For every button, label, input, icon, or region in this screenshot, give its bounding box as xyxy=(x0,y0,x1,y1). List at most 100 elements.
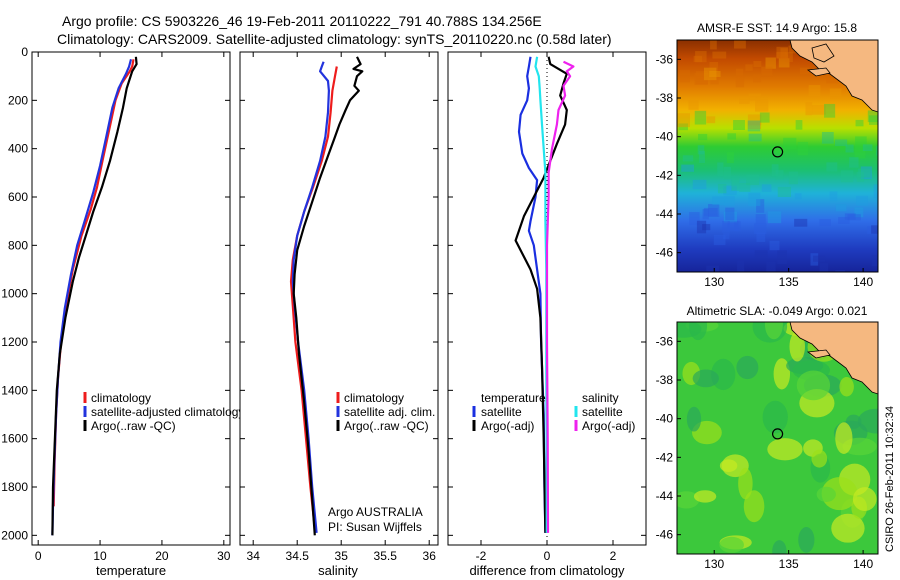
sst-texture-cell xyxy=(794,193,802,200)
sla-texture-blob xyxy=(719,536,744,553)
sst-texture-cell xyxy=(725,207,735,221)
sst-texture-cell xyxy=(829,88,842,99)
sst-texture-cell xyxy=(829,191,838,202)
map-altimetric-sla: Altimetric SLA: -0.049 Argo: 0.021 130 13… xyxy=(656,304,879,571)
sla-texture-blob xyxy=(835,422,853,454)
map-y-tick-label: -44 xyxy=(656,207,674,221)
sst-texture-cell xyxy=(877,43,878,54)
sst-texture-cell xyxy=(688,99,699,110)
sla-texture-blob xyxy=(692,369,719,388)
sst-texture-cell xyxy=(723,166,731,180)
map-y-tick-label: -38 xyxy=(656,91,674,105)
sst-texture-cell xyxy=(697,145,705,155)
sla-texture-blob xyxy=(767,438,803,461)
panel-salinity: 34 34.5 35 35.5 36 salinity climatology sate… xyxy=(239,51,439,578)
map-amsr-sst: AMSR-E SST: 14.9 Argo: 15.8 130 135 140 -36… xyxy=(656,21,879,289)
sst-texture-cell xyxy=(873,184,878,199)
sst-texture-cell xyxy=(769,240,780,251)
sst-texture-cell xyxy=(682,155,694,162)
sst-texture-cell xyxy=(698,133,708,141)
sst-texture-cell xyxy=(858,168,871,178)
sst-texture-cell xyxy=(767,211,782,224)
x-tick-label: 35.5 xyxy=(374,549,398,563)
sst-texture-cell xyxy=(706,265,719,272)
x-tick-label: 20 xyxy=(155,549,169,563)
argo-location-marker xyxy=(771,428,784,440)
sst-texture-cell xyxy=(710,74,719,85)
y-tick-label: 200 xyxy=(8,93,28,107)
sst-texture-cell xyxy=(761,66,773,77)
sst-texture-cell xyxy=(755,214,766,224)
sst-texture-cell xyxy=(876,145,878,156)
map-sst-frame xyxy=(676,39,879,273)
map-y-tick-label: -36 xyxy=(656,334,674,348)
series-line-salinity-1 xyxy=(291,61,330,534)
y-tick-label: 1800 xyxy=(1,480,28,494)
legend-header-salinity: salinity xyxy=(582,391,619,405)
sst-texture-cell xyxy=(795,120,803,130)
sla-texture-blob xyxy=(688,322,708,341)
legend-label-climatology: climatology xyxy=(344,391,404,405)
map-x-tick-label: 130 xyxy=(704,275,724,289)
sst-texture-cell xyxy=(677,113,690,128)
series-line-salinity-2 xyxy=(292,56,364,536)
sst-texture-cell xyxy=(703,207,718,217)
map-sst-title: AMSR-E SST: 14.9 Argo: 15.8 xyxy=(697,21,857,35)
sst-texture-cell xyxy=(805,102,813,116)
sla-texture-blob xyxy=(821,477,858,511)
sst-texture-cell xyxy=(735,76,745,88)
y-tick-label: 1200 xyxy=(1,335,28,349)
legend-label-satellite: satellite-adjusted climatology xyxy=(91,405,244,419)
sst-texture-cell xyxy=(695,51,707,63)
sst-texture-cell xyxy=(747,121,762,130)
x-tick-label: 34 xyxy=(247,549,261,563)
x-tick-label: 36 xyxy=(423,549,437,563)
figure-title-line1: Argo profile: CS 5903226_46 19-Feb-2011 … xyxy=(62,13,542,29)
x-tick-label: 0 xyxy=(35,549,42,563)
sst-texture-cell xyxy=(706,116,716,124)
y-tick-label: 1400 xyxy=(1,383,28,397)
sst-texture-cell xyxy=(735,68,744,78)
y-tick-label: 2000 xyxy=(1,528,28,542)
series-line-temperature-2 xyxy=(51,56,138,536)
sla-texture-blob xyxy=(693,490,717,503)
argo-info-program: Argo AUSTRALIA xyxy=(328,505,423,519)
sst-texture-cell xyxy=(775,170,784,180)
sst-texture-cell xyxy=(813,255,826,262)
sst-texture-cell xyxy=(783,137,797,150)
sst-texture-cell xyxy=(734,221,741,232)
argo-location-marker xyxy=(771,146,784,158)
sst-texture-cell xyxy=(778,58,790,68)
map-y-tick-label: -42 xyxy=(656,168,674,182)
sst-texture-cell xyxy=(759,112,770,123)
sla-texture-blob xyxy=(762,400,788,434)
y-tick-label: 1000 xyxy=(1,287,28,301)
sst-texture-cell xyxy=(765,57,776,69)
sst-texture-cell xyxy=(681,164,694,172)
sst-texture-cell xyxy=(731,177,740,191)
sst-texture-cell xyxy=(737,260,745,272)
sst-texture-cell xyxy=(754,223,767,235)
map-y-tick-label: -46 xyxy=(656,528,674,542)
sst-texture-cell xyxy=(849,157,859,168)
land-australia xyxy=(789,40,878,113)
legend-label-argo: Argo(..raw -QC) xyxy=(91,419,176,433)
map-y-tick-label: -44 xyxy=(656,489,674,503)
map-y-tick-label: -42 xyxy=(656,450,674,464)
difference-legend: temperature satellite Argo(-adj) salinit… xyxy=(472,391,635,433)
sst-texture-cell xyxy=(724,195,735,206)
sst-texture-cell xyxy=(855,119,864,127)
sla-texture-blob xyxy=(816,486,836,502)
sst-texture-cell xyxy=(854,207,864,218)
map-y-tick-label: -40 xyxy=(656,412,674,426)
salinity-legend: climatology satellite adj. clim. Argo(..… xyxy=(336,391,435,433)
sst-texture-cell xyxy=(845,144,854,153)
sla-texture-blob xyxy=(852,487,877,511)
sla-texture-blob xyxy=(839,377,854,397)
argo-info-pi: PI: Susan Wijffels xyxy=(328,520,422,534)
sst-texture-cell xyxy=(868,115,878,125)
sst-texture-cell xyxy=(777,250,787,265)
sst-texture-cell xyxy=(692,179,707,190)
sst-texture-cell xyxy=(867,226,874,234)
sst-texture-cell xyxy=(840,170,854,183)
